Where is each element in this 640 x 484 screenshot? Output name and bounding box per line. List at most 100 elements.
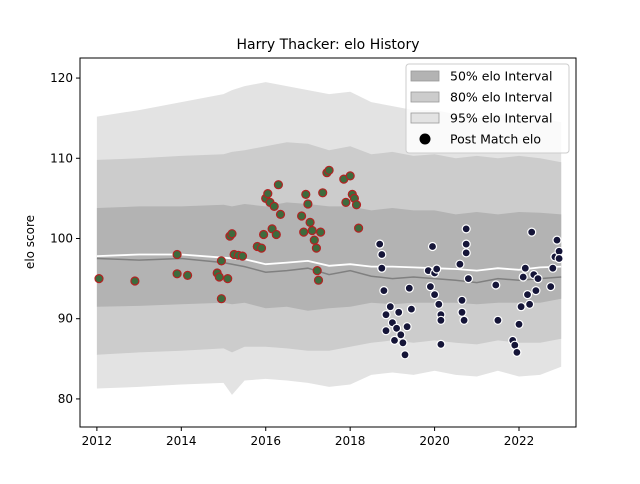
median-elo-line	[96, 257, 562, 284]
plot-area	[94, 82, 564, 395]
data-point-0-9	[223, 274, 233, 284]
data-point-0-11	[227, 229, 237, 239]
legend-label-2: 95% elo Interval	[450, 111, 552, 126]
legend-box	[405, 63, 570, 154]
data-point-0-27	[299, 227, 309, 237]
data-point-0-31	[307, 225, 317, 236]
y-tick-label-90: 90	[58, 312, 73, 326]
data-point-0-41	[341, 197, 351, 207]
data-point-1-5	[381, 326, 391, 336]
data-point-1-51	[548, 263, 558, 273]
legend-swatch-1	[410, 91, 440, 103]
legend-swatch-2	[410, 112, 440, 124]
x-tick-label-2018: 2018	[335, 434, 366, 448]
data-point-1-18	[425, 282, 435, 292]
data-point-0-35	[313, 275, 324, 285]
data-point-0-6	[214, 272, 224, 282]
data-point-0-37	[318, 188, 328, 198]
data-point-1-49	[533, 274, 543, 284]
data-point-1-35	[491, 280, 501, 290]
data-point-1-6	[385, 302, 395, 312]
data-point-1-0	[375, 239, 385, 249]
data-point-1-12	[398, 338, 408, 348]
data-point-1-31	[461, 224, 471, 234]
x-axis: 2012 2014 2016 2018 2020 2022	[82, 427, 535, 448]
data-point-1-50	[546, 282, 556, 292]
y-tick-label-120: 120	[50, 71, 73, 85]
data-point-1-30	[459, 315, 469, 325]
data-point-1-34	[463, 274, 473, 284]
data-point-1-4	[381, 310, 391, 320]
data-point-0-32	[309, 235, 319, 245]
data-point-0-39	[324, 165, 334, 175]
data-point-0-28	[301, 189, 311, 199]
data-point-1-27	[455, 259, 465, 269]
data-point-1-44	[522, 290, 533, 300]
data-point-0-25	[275, 209, 286, 219]
data-point-0-26	[297, 211, 307, 221]
data-point-1-8	[389, 335, 400, 345]
data-point-1-40	[514, 319, 524, 329]
data-point-1-45	[524, 299, 535, 309]
x-tick-label-2022: 2022	[504, 434, 535, 448]
y-axis: 80 90 100 110 120	[50, 71, 80, 406]
data-point-1-26	[436, 339, 446, 349]
legend-label-3: Post Match elo	[450, 132, 541, 147]
data-point-1-55	[554, 253, 564, 264]
data-point-1-39	[512, 347, 522, 357]
data-point-0-23	[271, 229, 281, 240]
data-point-0-4	[183, 270, 193, 280]
data-point-1-32	[461, 239, 471, 249]
data-point-1-21	[430, 290, 440, 300]
data-point-1-43	[520, 263, 530, 273]
data-point-1-15	[404, 283, 414, 293]
data-point-1-25	[436, 315, 446, 325]
data-point-0-33	[311, 243, 321, 253]
y-tick-label-80: 80	[58, 392, 73, 406]
data-point-1-2	[377, 263, 387, 273]
data-point-1-1	[377, 249, 387, 260]
data-point-1-41	[516, 302, 526, 312]
data-point-1-9	[392, 323, 402, 333]
data-point-1-16	[406, 304, 416, 314]
data-point-0-14	[237, 251, 248, 261]
data-point-0-17	[259, 229, 269, 240]
data-point-0-8	[216, 294, 226, 304]
x-tick-label-2014: 2014	[166, 434, 197, 448]
data-point-0-2	[172, 249, 182, 260]
data-point-0-7	[216, 256, 226, 266]
data-point-0-34	[312, 266, 322, 276]
data-point-1-10	[394, 307, 404, 317]
data-point-0-30	[305, 217, 315, 227]
data-point-1-53	[552, 235, 562, 245]
data-point-1-28	[457, 295, 467, 305]
data-point-0-42	[345, 171, 355, 181]
data-point-0-1	[130, 276, 140, 286]
data-point-1-42	[518, 272, 528, 282]
mean-elo-line	[96, 253, 562, 272]
x-tick-label-2012: 2012	[82, 434, 113, 448]
data-point-1-3	[379, 286, 389, 296]
data-point-1-11	[396, 330, 406, 340]
data-point-0-46	[354, 223, 364, 233]
chart-title: Harry Thacker: elo History	[236, 37, 419, 53]
data-point-1-14	[402, 322, 412, 332]
y-tick-label-100: 100	[50, 231, 73, 245]
y-tick-label-110: 110	[50, 151, 73, 165]
data-point-0-24	[273, 180, 283, 190]
x-tick-label-2020: 2020	[419, 434, 450, 448]
data-point-1-46	[527, 227, 537, 237]
legend-marker-3	[419, 133, 431, 145]
data-point-0-45	[351, 200, 362, 210]
data-point-1-22	[432, 264, 442, 274]
y-axis-label: elo score	[23, 215, 37, 269]
data-point-1-13	[400, 350, 410, 360]
data-point-0-22	[269, 201, 279, 211]
data-point-1-19	[427, 241, 438, 252]
legend-label-1: 80% elo Interval	[450, 90, 552, 105]
data-point-0-36	[316, 227, 326, 237]
data-point-0-29	[303, 199, 313, 209]
legend-label-0: 50% elo Interval	[450, 69, 552, 84]
